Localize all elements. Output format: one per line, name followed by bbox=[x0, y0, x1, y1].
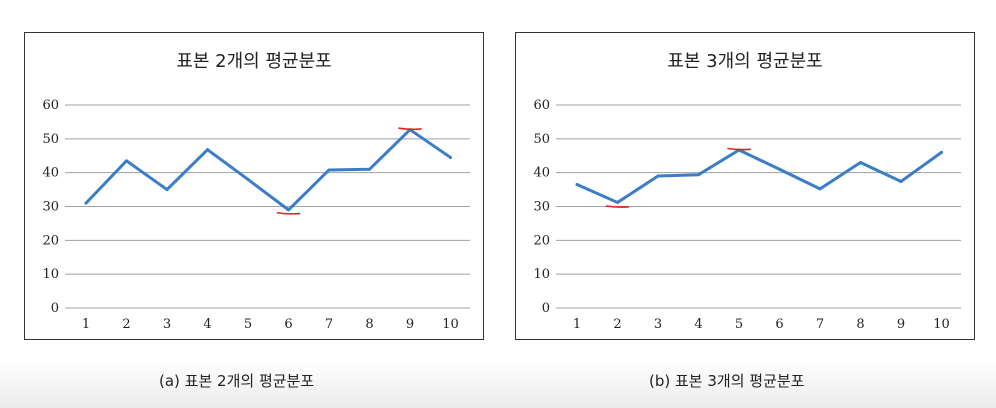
y-tick-label: 30 bbox=[42, 200, 59, 215]
y-tick-label: 10 bbox=[42, 267, 59, 282]
y-tick-label: 10 bbox=[533, 267, 550, 282]
data-point bbox=[206, 148, 209, 152]
caption-b: (b) 표본 3개의 평균분포 bbox=[649, 372, 805, 390]
max-annotation-mark bbox=[398, 127, 422, 131]
x-tick-label: 6 bbox=[284, 317, 292, 332]
x-tick-label: 2 bbox=[613, 317, 621, 332]
line-chart-b: 0 10 20 30 40 50 60 1 2 3 4 5 6 7 8 9 10 bbox=[533, 98, 961, 332]
data-point bbox=[697, 173, 700, 177]
x-tick-label: 2 bbox=[122, 317, 130, 332]
chart-panel-a: 표본 2개의 평균분포 0 10 20 30 40 50 60 1 2 3 4 5 6 7 8 9 10 bbox=[24, 32, 484, 340]
line-chart-a: 0 10 20 30 40 50 60 1 2 3 4 5 6 7 8 9 10 bbox=[42, 98, 470, 332]
x-tick-label: 10 bbox=[933, 317, 950, 332]
x-tick-label: 7 bbox=[816, 317, 824, 332]
y-tick-label: 50 bbox=[42, 132, 59, 147]
x-tick-label: 3 bbox=[654, 317, 662, 332]
x-tick-label: 8 bbox=[365, 317, 373, 332]
y-tick-label: 60 bbox=[533, 98, 550, 113]
y-tick-label: 30 bbox=[533, 200, 550, 215]
data-point bbox=[859, 161, 862, 165]
data-point bbox=[656, 174, 660, 178]
x-tick-label: 7 bbox=[325, 317, 333, 332]
data-point bbox=[327, 168, 331, 172]
chart-title-b: 표본 3개의 평균분포 bbox=[667, 51, 823, 72]
x-tick-label: 5 bbox=[244, 317, 252, 332]
x-tick-label: 9 bbox=[406, 317, 414, 332]
x-tick-label: 4 bbox=[203, 317, 211, 332]
min-annotation-mark bbox=[605, 205, 630, 208]
data-point bbox=[125, 159, 128, 163]
y-tick-label: 40 bbox=[42, 166, 59, 181]
y-tick-label: 20 bbox=[42, 233, 59, 248]
chart-title-a: 표본 2개의 평균분포 bbox=[176, 51, 332, 72]
data-point bbox=[616, 200, 619, 204]
y-tick-label: 0 bbox=[542, 301, 550, 316]
x-tick-label: 8 bbox=[856, 317, 864, 332]
min-annotation-mark bbox=[276, 211, 301, 215]
data-point bbox=[575, 183, 579, 187]
data-point bbox=[940, 150, 943, 154]
caption-a: (a) 표본 2개의 평균분포 bbox=[159, 372, 315, 390]
x-tick-label: 10 bbox=[442, 317, 459, 332]
data-point bbox=[449, 155, 452, 159]
data-point bbox=[368, 167, 371, 171]
x-tick-label: 9 bbox=[897, 317, 905, 332]
x-tick-label: 4 bbox=[694, 317, 702, 332]
y-tick-label: 40 bbox=[533, 166, 550, 181]
x-tick-label: 5 bbox=[735, 317, 743, 332]
x-tick-label: 1 bbox=[573, 317, 581, 332]
y-tick-label: 50 bbox=[533, 132, 550, 147]
data-point bbox=[84, 201, 88, 205]
data-point bbox=[287, 208, 290, 212]
data-point bbox=[899, 179, 903, 183]
x-tick-label: 3 bbox=[163, 317, 171, 332]
series-line bbox=[575, 148, 943, 204]
y-tick-label: 20 bbox=[533, 233, 550, 248]
data-point bbox=[246, 177, 250, 181]
max-annotation-mark bbox=[727, 147, 751, 151]
y-tick-label: 0 bbox=[51, 301, 59, 316]
y-tick-label: 60 bbox=[42, 98, 59, 113]
chart-panel-b: 표본 3개의 평균분포 0 10 20 30 40 50 60 1 2 3 4 5 6 7 8 9 10 bbox=[515, 32, 975, 340]
x-tick-label: 1 bbox=[82, 317, 90, 332]
data-point bbox=[778, 167, 781, 171]
data-point bbox=[818, 187, 822, 191]
data-point bbox=[165, 188, 169, 192]
series-line bbox=[84, 128, 452, 212]
x-tick-label: 6 bbox=[775, 317, 783, 332]
